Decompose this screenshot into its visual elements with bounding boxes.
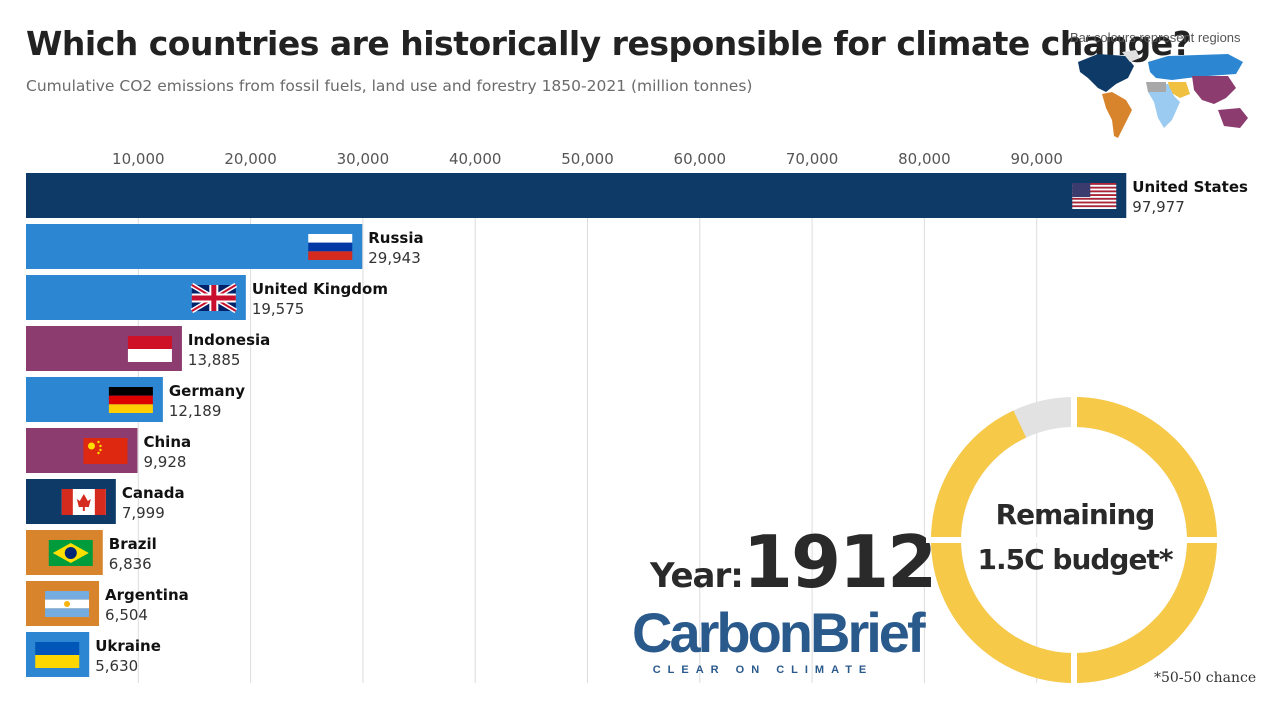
chart-subtitle: Cumulative CO2 emissions from fossil fue… <box>26 77 753 95</box>
bar-group: Canada 7,999 <box>26 479 185 524</box>
bar-value-label: 6,504 <box>105 606 148 624</box>
x-tick-label: 70,000 <box>786 150 839 168</box>
map-north-africa <box>1146 82 1166 92</box>
logo-tagline: CLEAR ON CLIMATE <box>652 664 874 676</box>
argentina-flag-icon <box>45 591 90 617</box>
china-flag-icon <box>83 438 128 464</box>
bar-value-label: 13,885 <box>188 351 241 369</box>
bar <box>26 173 1127 218</box>
bar-value-label: 5,630 <box>95 657 138 675</box>
ukraine-flag-icon <box>35 642 80 668</box>
bar-group: Russia 29,943 <box>26 224 424 269</box>
budget-footnote: *50-50 chance <box>1154 670 1257 686</box>
x-tick-label: 10,000 <box>112 150 165 168</box>
us-flag-icon <box>1072 183 1117 209</box>
bar-country-label: Germany <box>169 382 245 400</box>
russia-flag-icon <box>308 234 353 260</box>
map-asia <box>1192 76 1236 104</box>
x-tick-label: 80,000 <box>898 150 951 168</box>
budget-label: Remaining 1.5C budget* <box>970 492 1180 582</box>
x-tick-label: 90,000 <box>1010 150 1063 168</box>
bar-country-label: Argentina <box>105 586 189 604</box>
bar-country-label: Ukraine <box>95 637 161 655</box>
year-indicator: Year:1912 <box>650 520 937 604</box>
bar-group: Argentina 6,504 <box>26 581 189 626</box>
bar-value-label: 19,575 <box>252 300 305 318</box>
chart-title: Which countries are historically respons… <box>26 24 1192 63</box>
x-tick-label: 50,000 <box>561 150 614 168</box>
logo-name: CarbonBrief <box>632 601 926 664</box>
carbonbrief-logo: CarbonBrief CLEAR ON CLIMATE <box>632 601 926 677</box>
budget-donut <box>926 392 1222 688</box>
germany-flag-icon <box>108 387 153 413</box>
year-label: Year: <box>650 556 744 596</box>
bar-country-label: Brazil <box>109 535 157 553</box>
bar <box>26 224 363 269</box>
budget-label-line2: 1.5C budget* <box>977 543 1174 576</box>
map-latin-america <box>1102 92 1132 138</box>
bar-value-label: 7,999 <box>122 504 165 522</box>
canada-flag-icon <box>61 489 106 515</box>
bar-group: Indonesia 13,885 <box>26 326 270 371</box>
bar-group: United States 97,977 <box>26 173 1248 218</box>
map-oceania <box>1218 108 1248 128</box>
map-middle-east <box>1168 82 1190 98</box>
bar-country-label: Russia <box>368 229 423 247</box>
bar-country-label: United States <box>1132 178 1248 196</box>
bar-group: Ukraine 5,630 <box>26 632 161 677</box>
bar-country-label: United Kingdom <box>252 280 388 298</box>
brazil-flag-icon <box>48 540 93 566</box>
world-map-legend-icon <box>1078 50 1248 138</box>
x-tick-label: 60,000 <box>674 150 727 168</box>
bar-country-label: Canada <box>122 484 185 502</box>
map-greenland <box>1122 50 1140 62</box>
bar-group: Germany 12,189 <box>26 377 245 422</box>
x-axis-ticks: 10,000 20,000 30,000 40,000 50,000 60,000 70,0… <box>112 150 1063 168</box>
x-tick-label: 40,000 <box>449 150 502 168</box>
bar-country-label: China <box>143 433 191 451</box>
map-north-america <box>1078 54 1134 92</box>
uk-flag-icon <box>190 282 238 314</box>
bar-group: Brazil 6,836 <box>26 530 157 575</box>
bar-value-label: 12,189 <box>169 402 222 420</box>
map-africa <box>1148 84 1180 128</box>
budget-label-line1: Remaining <box>995 498 1156 531</box>
bar-value-label: 29,943 <box>368 249 421 267</box>
gridlines <box>137 173 1038 683</box>
bar-value-label: 6,836 <box>109 555 152 573</box>
bar-value-label: 97,977 <box>1132 198 1185 216</box>
year-value: 1912 <box>742 520 937 604</box>
bars: United States 97,977 Russia 29,943 United Ki… <box>26 173 1248 677</box>
map-europe <box>1148 54 1243 80</box>
bar-group: China 9,928 <box>26 428 191 473</box>
region-legend-note: Bar colours represent regions <box>1070 30 1241 45</box>
bar-group: United Kingdom 19,575 <box>26 275 388 320</box>
bar-country-label: Indonesia <box>188 331 270 349</box>
bar-value-label: 9,928 <box>143 453 186 471</box>
x-tick-label: 20,000 <box>224 150 277 168</box>
x-tick-label: 30,000 <box>337 150 390 168</box>
indonesia-flag-icon <box>127 336 172 362</box>
